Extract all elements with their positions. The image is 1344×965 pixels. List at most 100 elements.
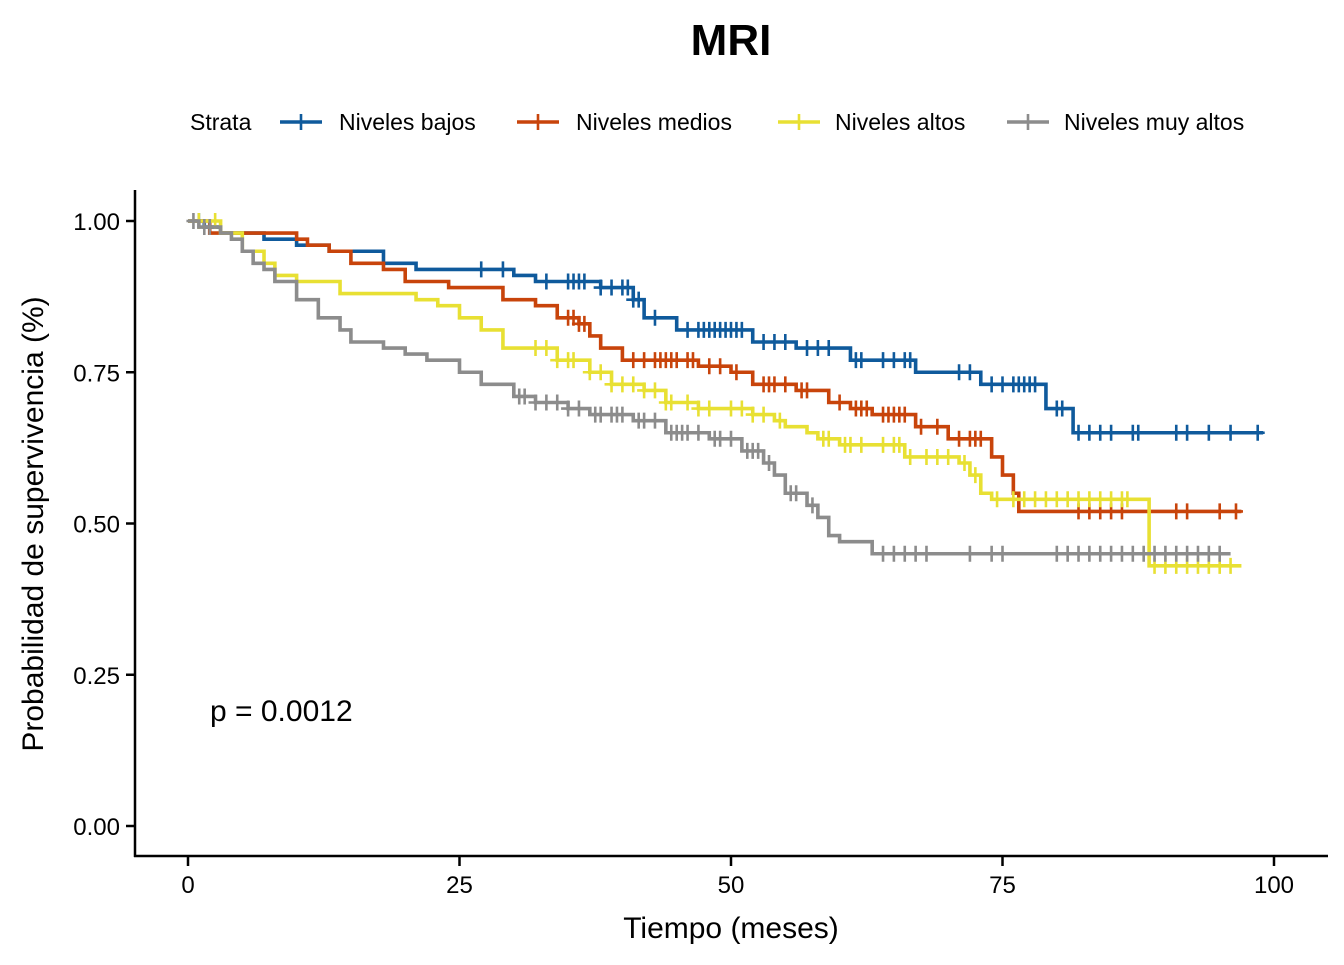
censor-mark	[962, 364, 977, 381]
series-niveles-muy-altos	[186, 213, 1231, 562]
p-value-annotation: p = 0.0012	[210, 695, 353, 728]
censor-mark	[800, 382, 815, 399]
censor-mark	[577, 273, 592, 290]
censor-mark	[897, 406, 912, 423]
censor-mark	[539, 273, 554, 290]
legend-title: Strata	[190, 109, 252, 135]
censor-mark	[772, 412, 787, 429]
y-tick-label: 0.25	[73, 663, 120, 690]
censor-mark	[789, 485, 804, 502]
censor-mark	[566, 352, 581, 369]
x-axis-label: Tiempo (meses)	[623, 912, 839, 945]
censor-mark	[734, 321, 749, 338]
censor-mark	[930, 418, 945, 435]
censor-mark	[1055, 400, 1070, 417]
legend-label: Niveles bajos	[339, 109, 476, 135]
x-tick-label: 50	[718, 872, 745, 899]
censor-mark	[631, 291, 646, 308]
x-ticks: 0 25 50 75 100	[181, 857, 1294, 899]
y-axis-label: Probabilidad de supervivencia (%)	[17, 296, 50, 751]
censor-mark	[626, 376, 641, 393]
censor-mark	[778, 376, 793, 393]
legend-label: Niveles altos	[835, 109, 965, 135]
censor-mark	[1120, 491, 1135, 508]
censor-mark	[550, 394, 565, 411]
y-tick-label: 0.00	[73, 814, 120, 841]
censor-mark	[821, 430, 836, 447]
censor-mark	[1180, 503, 1195, 520]
censor-mark	[729, 364, 744, 381]
censor-mark	[941, 448, 956, 465]
censor-mark	[647, 309, 662, 326]
censor-mark	[474, 261, 489, 278]
censor-mark	[892, 436, 907, 453]
censor-mark	[973, 430, 988, 447]
censor-mark	[854, 436, 869, 453]
censor-mark	[724, 430, 738, 447]
censor-mark	[577, 315, 592, 332]
censor-mark	[647, 412, 662, 429]
censor-mark	[914, 418, 929, 435]
censor-mark	[859, 400, 874, 417]
censor-mark	[202, 219, 217, 236]
censor-mark	[664, 394, 679, 411]
censor-mark	[495, 261, 510, 278]
axes: 0 25 50 75 100 0.00 0.25 0.50 0.75 1.00	[73, 190, 1328, 899]
survival-curve	[188, 219, 1242, 568]
censor-mark	[957, 455, 972, 471]
censor-mark	[647, 382, 662, 399]
censor-mark	[571, 400, 586, 417]
legend-label: Niveles medios	[576, 109, 732, 135]
censor-mark	[962, 545, 977, 562]
censor-mark	[1223, 557, 1238, 574]
y-tick-label: 1.00	[73, 209, 120, 236]
censor-mark	[1223, 424, 1238, 441]
x-tick-label: 25	[446, 872, 473, 899]
censor-mark	[620, 279, 635, 296]
censor-mark	[539, 340, 554, 357]
censor-mark	[713, 358, 728, 375]
censor-mark	[685, 352, 700, 369]
legend-marker	[531, 114, 545, 130]
censor-mark	[186, 213, 201, 229]
series-niveles-altos	[188, 213, 1242, 574]
censor-mark	[832, 394, 847, 411]
survival-curve	[188, 219, 1242, 514]
censor-mark	[1201, 424, 1216, 441]
censor-mark	[762, 455, 777, 471]
censor-mark	[903, 448, 918, 465]
censor-mark	[680, 394, 695, 411]
series-niveles-bajos	[188, 213, 1265, 441]
legend-marker	[792, 114, 806, 130]
series-niveles-medios	[188, 219, 1243, 520]
legend-marker	[1021, 114, 1035, 130]
legend-item-niveles-medios: Niveles medios	[517, 109, 732, 135]
y-tick-label: 0.75	[73, 360, 120, 387]
censor-mark	[517, 388, 532, 405]
censor-mark	[593, 364, 608, 381]
censor-mark	[990, 491, 1005, 508]
x-tick-label: 75	[989, 872, 1016, 899]
legend: Strata Niveles bajos Niveles medios Nivele…	[190, 109, 1244, 135]
plot-series	[186, 213, 1265, 574]
y-tick-label: 0.50	[73, 512, 120, 539]
censor-mark	[1180, 424, 1195, 441]
censor-mark	[756, 406, 771, 423]
censor-mark	[1104, 424, 1119, 441]
censor-mark	[854, 352, 869, 369]
censor-mark	[919, 545, 934, 562]
legend-marker	[294, 114, 308, 130]
censor-mark	[751, 442, 766, 459]
x-tick-label: 100	[1254, 872, 1294, 899]
censor-mark	[968, 467, 983, 484]
censor-mark	[734, 400, 749, 417]
censor-mark	[615, 406, 630, 423]
x-tick-label: 0	[181, 872, 194, 899]
censor-mark	[702, 400, 717, 417]
censor-mark	[805, 497, 820, 514]
censor-mark	[903, 352, 918, 369]
censor-mark	[778, 334, 793, 350]
censor-mark	[1028, 376, 1043, 393]
chart-title: MRI	[691, 16, 772, 65]
